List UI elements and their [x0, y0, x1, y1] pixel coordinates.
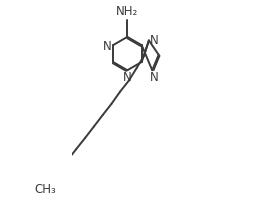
Text: NH₂: NH₂: [116, 5, 139, 18]
Text: N: N: [150, 71, 159, 84]
Text: N: N: [123, 71, 132, 84]
Text: N: N: [103, 40, 112, 52]
Text: N: N: [150, 34, 159, 47]
Text: CH₃: CH₃: [34, 182, 56, 195]
